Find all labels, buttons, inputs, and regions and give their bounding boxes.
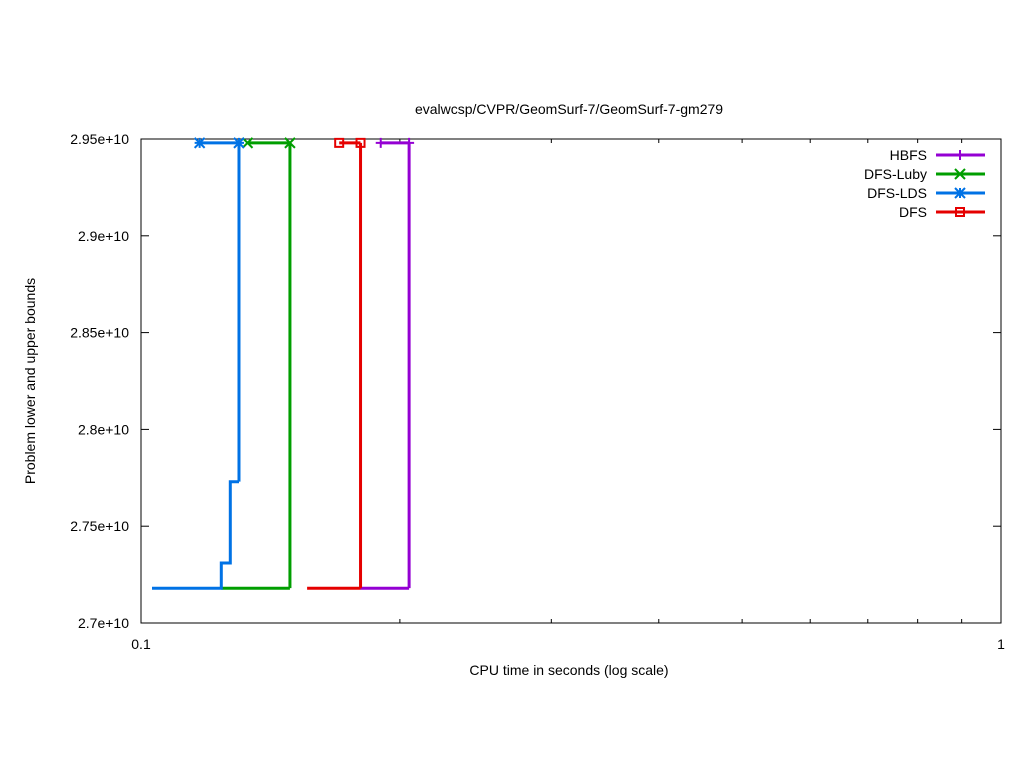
legend-item-dfs-lds: DFS-LDS xyxy=(867,185,985,201)
series-dfs-lds-point xyxy=(233,137,245,149)
legend: HBFS DFS-Luby DFS-LDS DFS xyxy=(864,147,985,220)
y-axis-label: Problem lower and upper bounds xyxy=(22,278,38,484)
x-tick-label: 1 xyxy=(997,636,1005,652)
series-hbfs-point xyxy=(375,137,386,148)
legend-marker xyxy=(955,207,965,217)
series-dfs-lds-lower-bound xyxy=(152,480,239,590)
series-dfs-point xyxy=(355,137,366,148)
y-tick-label: 2.75e+10 xyxy=(70,518,129,534)
x-axis: 0.1 1 xyxy=(131,139,1005,652)
series-dfs-luby-point xyxy=(284,137,296,149)
legend-marker xyxy=(955,150,965,160)
y-tick-label: 2.8e+10 xyxy=(78,421,129,437)
series-dfs-luby xyxy=(221,137,296,590)
legend-label: DFS xyxy=(899,204,927,220)
x-tick-label: 0.1 xyxy=(131,636,151,652)
y-tick-label: 2.7e+10 xyxy=(78,615,129,631)
series-hbfs xyxy=(360,137,415,590)
series-hbfs-point xyxy=(404,137,415,148)
legend-marker xyxy=(954,168,966,180)
y-tick-label: 2.85e+10 xyxy=(70,325,129,341)
legend-item-hbfs: HBFS xyxy=(890,147,985,163)
series-dfs-lds-point xyxy=(193,137,206,149)
plot-frame xyxy=(140,138,1002,624)
legend-label: HBFS xyxy=(890,147,927,163)
series-dfs-lds xyxy=(152,137,245,590)
legend-item-dfs: DFS xyxy=(899,204,985,220)
y-tick-label: 2.9e+10 xyxy=(78,228,129,244)
legend-marker xyxy=(954,187,966,199)
legend-label: DFS-LDS xyxy=(867,185,927,201)
series-lines xyxy=(152,137,415,590)
legend-item-dfs-luby: DFS-Luby xyxy=(864,166,985,182)
series-dfs-point xyxy=(334,137,345,148)
y-axis: 2.7e+10 2.75e+10 2.8e+10 2.85e+10 2.9e+10 2.9… xyxy=(70,131,1001,631)
series-dfs xyxy=(307,137,366,590)
x-axis-label: CPU time in seconds (log scale) xyxy=(469,662,668,678)
legend-label: DFS-Luby xyxy=(864,166,927,182)
chart-title: evalwcsp/CVPR/GeomSurf-7/GeomSurf-7-gm27… xyxy=(415,101,723,117)
y-tick-label: 2.95e+10 xyxy=(70,131,129,147)
series-dfs-luby-point xyxy=(241,137,254,149)
